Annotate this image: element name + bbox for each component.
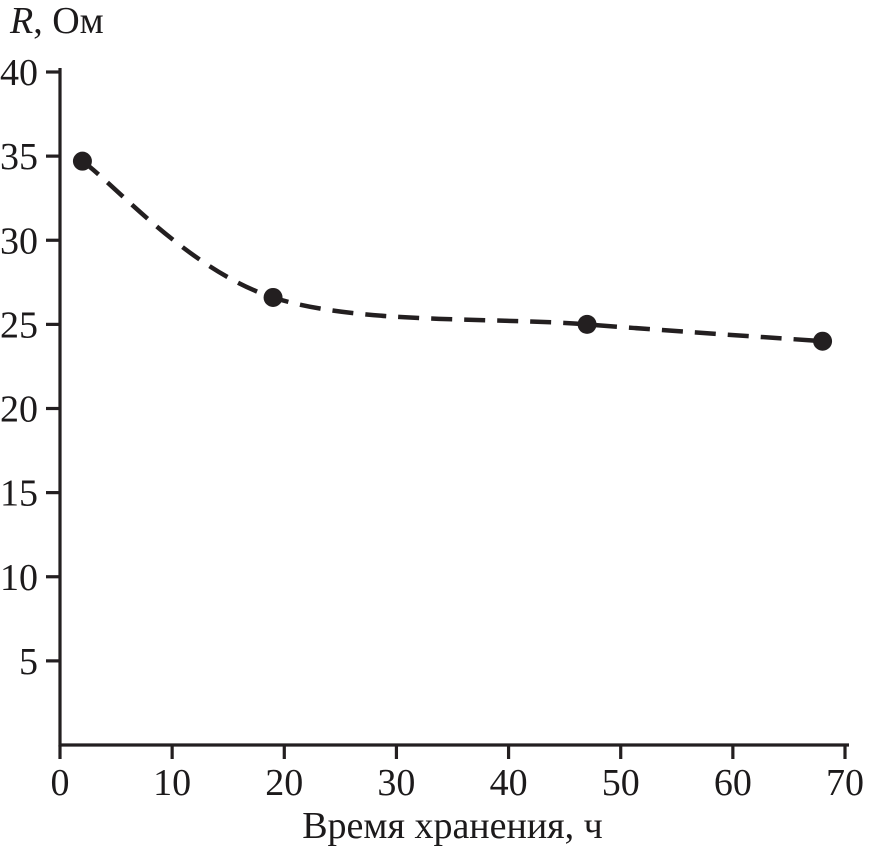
- data-point-marker: [72, 151, 92, 171]
- y-axis-tick-label: 40: [0, 52, 38, 94]
- x-axis-tick-label: 50: [602, 762, 640, 804]
- x-axis-tick-label: 20: [265, 762, 303, 804]
- y-axis-tick-label: 5: [19, 641, 38, 683]
- x-axis-tick-label: 10: [153, 762, 191, 804]
- axes: 5 10 15 20 25 30 35 40 0 10 20 30 40 50 60 70: [0, 52, 864, 804]
- axis-lines: [58, 68, 849, 747]
- x-axis-title: Время хранения, ч: [302, 805, 603, 847]
- y-axis-tick-label: 25: [0, 304, 38, 346]
- y-axis-title-variable: R: [9, 0, 33, 42]
- data-series: [72, 151, 833, 351]
- y-axis-tick-label: 35: [0, 136, 38, 178]
- y-axis-title-units: , Ом: [33, 0, 104, 42]
- x-axis-tick-label: 60: [714, 762, 752, 804]
- y-axis-tick-label: 30: [0, 220, 38, 262]
- data-point-marker: [813, 331, 833, 351]
- y-axis-tick-label: 20: [0, 389, 38, 431]
- data-point-marker: [577, 314, 597, 334]
- x-axis-tick-label: 70: [826, 762, 864, 804]
- series-dashed-line: [81, 159, 823, 344]
- x-axis-tick-label: 40: [490, 762, 528, 804]
- y-axis-tick-label: 10: [0, 557, 38, 599]
- y-axis-title: R, Ом: [9, 0, 104, 42]
- y-axis-tick-label: 15: [0, 473, 38, 515]
- x-axis-tick-label: 30: [377, 762, 415, 804]
- x-axis-tick-label: 0: [51, 762, 70, 804]
- data-point-marker: [263, 287, 283, 307]
